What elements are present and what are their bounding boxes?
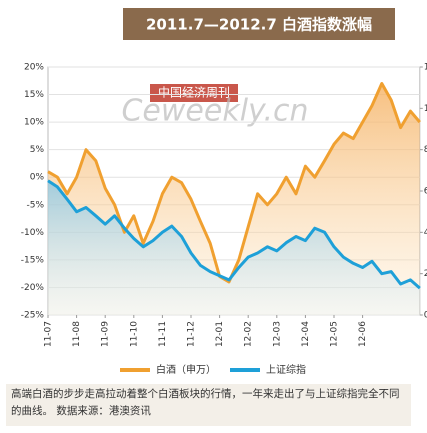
area-fill	[48, 180, 420, 315]
x-tick-label: 12-06	[358, 321, 368, 347]
title-banner	[123, 8, 395, 40]
y2-tick-label: 8000	[424, 145, 427, 155]
x-tick-label: 11-12	[187, 321, 197, 347]
y-tick-label: -20%	[21, 283, 45, 293]
y-tick-label: -10%	[21, 228, 45, 238]
legend-label: 上证综指	[266, 363, 306, 376]
y-tick-label: 5%	[30, 145, 45, 155]
x-tick-label: 12-01	[215, 321, 225, 347]
line	[47, 82, 421, 284]
x-tick-label: 12-03	[272, 321, 282, 347]
y2-tick-label: 2000	[424, 269, 427, 279]
legend-label: 白酒（申万）	[156, 363, 216, 376]
x-tick-label: 12-05	[330, 321, 340, 347]
y-tick-label: 0%	[30, 173, 45, 183]
y2-tick-label: 12000	[424, 63, 427, 73]
y2-tick-label: 0	[424, 311, 427, 321]
y2-tick-label: 4000	[424, 228, 427, 238]
y-tick-label: -15%	[21, 255, 45, 265]
watermark: Ceweekly.cn	[121, 94, 308, 129]
y-tick-label: 10%	[24, 118, 44, 128]
watermark: 中国经济周刊	[158, 85, 230, 100]
x-tick-label: 11-08	[72, 321, 82, 347]
x-tick-label: 11-11	[158, 321, 168, 347]
y-tick-label: -5%	[26, 200, 44, 210]
caption: 高端白酒的步步走高拉动着整个白酒板块的行情，一年来走出了与上证综指完全不同的曲线…	[6, 384, 411, 426]
chart-title: 2011.7—2012.7 白酒指数涨幅	[146, 16, 372, 34]
x-tick-label: 11-07	[44, 321, 54, 347]
y-tick-label: -25%	[21, 311, 45, 321]
line	[47, 179, 421, 290]
x-tick-label: 12-02	[244, 321, 254, 347]
x-tick-label: 11-10	[129, 321, 139, 347]
y2-tick-label: 10000	[424, 104, 427, 114]
watermark-box	[150, 84, 238, 102]
x-tick-label: 11-09	[101, 321, 111, 347]
y2-tick-label: 6000	[424, 187, 427, 197]
y-tick-label: 15%	[24, 90, 44, 100]
x-tick-label: 12-04	[301, 321, 311, 347]
y-tick-label: 20%	[24, 63, 44, 73]
